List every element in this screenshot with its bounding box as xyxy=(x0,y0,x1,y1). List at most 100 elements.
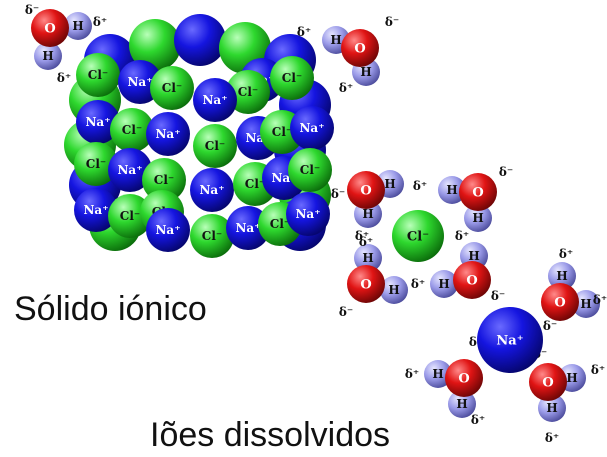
crystal-sodium-ion-17-label: Na⁺ xyxy=(199,183,224,197)
crystal-sodium-ion-17: Na⁺ xyxy=(190,168,234,212)
hydrogen-atom-5-1-label: H xyxy=(468,249,479,263)
dissolved-chloride-ion-sphere xyxy=(392,210,444,262)
hydrogen-atom-3-0-label: H xyxy=(446,183,457,197)
hydrogen-atom-4-0: H xyxy=(354,244,382,272)
crystal-sodium-ion-15-sphere xyxy=(108,148,152,192)
crystal-chloride-ion-22-sphere xyxy=(108,194,152,238)
oxygen-atom-1: O xyxy=(341,29,379,67)
partial-positive-0-1: δ⁺ xyxy=(93,15,107,29)
ionic-solid-crystal: Cl⁻ Na⁺ Cl⁻ Na⁺ Cl⁻ Cl⁻ Na⁺ Na⁺ Cl⁻ Na⁺ Cl⁻ Na⁺ Cl⁻ N… xyxy=(64,14,334,258)
crystal-sodium-ion-7: Na⁺ xyxy=(76,100,120,144)
crystal-sodium-ion-28-sphere xyxy=(286,192,330,236)
crystal-chloride-ion-4-label: Cl⁻ xyxy=(282,71,302,85)
hydrogen-atom-3-1: H xyxy=(464,204,492,232)
crystal-chloride-ion-0-label: Cl⁻ xyxy=(88,68,108,82)
crystal-chloride-ion-8: Cl⁻ xyxy=(110,108,154,152)
hydrogen-atom-7-0: H xyxy=(424,360,452,388)
crystal-chloride-ion-25: Cl⁻ xyxy=(190,214,234,258)
oxygen-atom-7-sphere xyxy=(445,359,483,397)
crystal-chloride-ion-5-label: Cl⁻ xyxy=(238,85,258,99)
dissolved-chloride-ion-label: Cl⁻ xyxy=(407,230,429,245)
hydrogen-atom-4-1: H xyxy=(380,276,408,304)
partial-positive-2-2: δ⁺ xyxy=(355,229,369,243)
partial-negative-3-0: δ⁻ xyxy=(499,165,513,179)
crystal-chloride-ion-2: Cl⁻ xyxy=(150,66,194,110)
oxygen-atom-0: O xyxy=(31,9,69,47)
crystal-chloride-ion-2-label: Cl⁻ xyxy=(162,81,182,95)
partial-negative-0-0: δ⁻ xyxy=(25,3,39,17)
crystal-chloride-ion-20-label: Cl⁻ xyxy=(300,163,320,177)
hydrogen-atom-7-0-label: H xyxy=(432,367,443,381)
oxygen-atom-3: O xyxy=(459,173,497,211)
hydrogen-atom-2-1-label: H xyxy=(362,207,373,221)
oxygen-atom-5: O xyxy=(453,261,491,299)
crystal-chloride-ion-16: Cl⁻ xyxy=(142,158,186,202)
crystal-chloride-ion-10-label: Cl⁻ xyxy=(205,139,225,153)
water-molecule-0: H HOδ⁻ δ⁺ δ⁺ xyxy=(25,3,107,85)
crystal-back-chloride-ion-1 xyxy=(129,19,181,71)
crystal-chloride-ion-4-sphere xyxy=(270,56,314,100)
crystal-chloride-ion-10: Cl⁻ xyxy=(193,124,237,168)
partial-positive-0-2: δ⁺ xyxy=(57,71,71,85)
partial-positive-8-2: δ⁺ xyxy=(545,431,559,445)
oxygen-atom-1-sphere xyxy=(341,29,379,67)
crystal-chloride-ion-18-label: Cl⁻ xyxy=(245,177,265,191)
oxygen-atom-0-sphere xyxy=(31,9,69,47)
crystal-sodium-ion-24: Na⁺ xyxy=(146,208,190,252)
oxygen-atom-8-label: O xyxy=(542,376,553,391)
crystal-sodium-ion-24-label: Na⁺ xyxy=(155,223,180,237)
hydrogen-atom-3-0-sphere xyxy=(438,176,466,204)
hydrogen-atom-7-0-sphere xyxy=(424,360,452,388)
crystal-sodium-ion-6-label: Na⁺ xyxy=(202,93,227,107)
crystal-sodium-ion-13: Na⁺ xyxy=(290,106,334,150)
crystal-chloride-ion-0-sphere xyxy=(76,53,120,97)
water-molecules: HHOδ⁻δ⁺δ⁺HHOδ⁺δ⁻δ⁺HHOδ⁻δ⁺δ⁺HHOδ⁻δ⁺HHOδ⁺δ… xyxy=(25,3,607,445)
crystal-chloride-ion-10-sphere xyxy=(193,124,237,168)
hydrogen-atom-4-0-sphere xyxy=(354,244,382,272)
hydrogen-atom-8-1-sphere xyxy=(538,394,566,422)
crystal-chloride-ion-25-label: Cl⁻ xyxy=(202,229,222,243)
hydrogen-atom-2-0-label: H xyxy=(384,177,395,191)
hydrogen-atom-8-1: H xyxy=(538,394,566,422)
partial-negative-6-2: δ⁻ xyxy=(543,319,557,333)
oxygen-atom-6-label: O xyxy=(554,296,565,311)
oxygen-atom-2-sphere xyxy=(347,171,385,209)
oxygen-atom-7: O xyxy=(445,359,483,397)
oxygen-atom-8-sphere xyxy=(529,363,567,401)
crystal-sodium-ion-17-sphere xyxy=(190,168,234,212)
crystal-chloride-ion-14-sphere xyxy=(74,142,118,186)
partial-negative-1-1: δ⁻ xyxy=(385,15,399,29)
crystal-sodium-ion-24-sphere xyxy=(146,208,190,252)
oxygen-atom-4: O xyxy=(347,265,385,303)
hydrogen-atom-7-1-sphere xyxy=(448,390,476,418)
hydrogen-atom-0-1-label: H xyxy=(42,49,53,63)
hydrogen-atom-4-1-sphere xyxy=(380,276,408,304)
partial-positive-7-2: δ⁺ xyxy=(471,413,485,427)
crystal-back-sodium-ion-2-sphere xyxy=(174,14,226,66)
crystal-sodium-ion-26: Na⁺ xyxy=(226,206,270,250)
hydrogen-atom-3-1-sphere xyxy=(464,204,492,232)
crystal-sodium-ion-7-sphere xyxy=(76,100,120,144)
oxygen-atom-4-label: O xyxy=(360,278,371,293)
dissolved-ions: Cl⁻ Na⁺ xyxy=(392,210,543,373)
crystal-sodium-ion-13-label: Na⁺ xyxy=(299,121,324,135)
oxygen-atom-6-sphere xyxy=(541,283,579,321)
hydrogen-atom-0-0-label: H xyxy=(72,19,83,33)
crystal-sodium-ion-9-label: Na⁺ xyxy=(155,127,180,141)
hydrogen-atom-6-1: H xyxy=(572,290,600,318)
crystal-sodium-ion-28-label: Na⁺ xyxy=(295,207,320,221)
oxygen-atom-1-label: O xyxy=(354,42,365,57)
partial-positive-4-0: δ⁺ xyxy=(359,235,373,249)
crystal-chloride-ion-5-sphere xyxy=(226,70,270,114)
crystal-sodium-ion-21-label: Na⁺ xyxy=(83,203,108,217)
hydrogen-atom-3-1-label: H xyxy=(472,211,483,225)
crystal-sodium-ion-13-sphere xyxy=(290,106,334,150)
hydrogen-atom-0-1: H xyxy=(34,42,62,70)
hydrogen-atom-6-0-sphere xyxy=(548,262,576,290)
hydrogen-atom-8-1-label: H xyxy=(546,401,557,415)
crystal-chloride-ion-20: Cl⁻ xyxy=(288,148,332,192)
